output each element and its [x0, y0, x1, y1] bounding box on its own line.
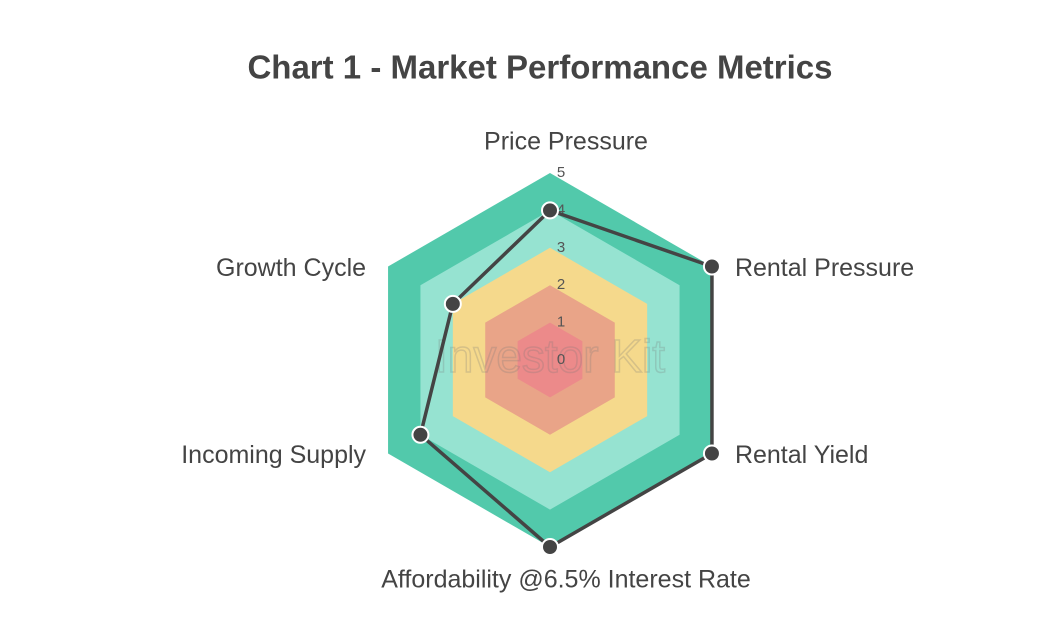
category-label: Affordability @6.5% Interest Rate	[381, 566, 751, 594]
data-point	[411, 425, 430, 444]
data-point	[541, 201, 559, 220]
r-tick-label: 5	[557, 164, 565, 181]
data-point	[443, 294, 462, 313]
category-label: Rental Pressure	[735, 254, 914, 282]
r-tick-label: 3	[557, 239, 565, 256]
category-label: Price Pressure	[484, 128, 648, 156]
category-label: Growth Cycle	[216, 254, 366, 282]
radar-band	[517, 322, 583, 398]
data-point	[541, 538, 559, 556]
r-tick-label: 0	[557, 351, 565, 368]
category-label: Incoming Supply	[181, 441, 366, 469]
r-tick-label: 1	[557, 314, 565, 331]
r-tick-label: 4	[557, 201, 565, 218]
watermark: Investor Kit	[435, 330, 665, 382]
chart-title: Chart 1 - Market Performance Metrics	[247, 49, 832, 86]
r-tick-label: 2	[557, 276, 565, 293]
category-label: Rental Yield	[735, 441, 868, 469]
data-point	[702, 257, 721, 276]
data-point	[702, 444, 721, 463]
